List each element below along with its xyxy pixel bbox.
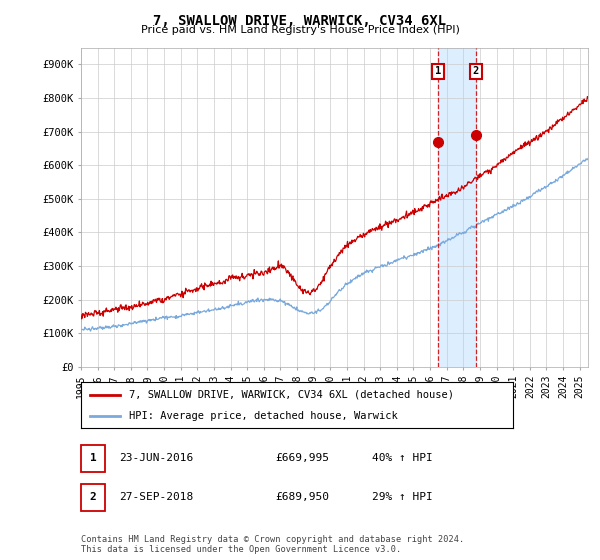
FancyBboxPatch shape [81,445,106,472]
Text: Contains HM Land Registry data © Crown copyright and database right 2024.
This d: Contains HM Land Registry data © Crown c… [81,535,464,554]
FancyBboxPatch shape [81,484,106,511]
Text: HPI: Average price, detached house, Warwick: HPI: Average price, detached house, Warw… [128,411,397,421]
Text: 23-JUN-2016: 23-JUN-2016 [119,453,193,463]
Text: £689,950: £689,950 [275,492,329,502]
Text: 40% ↑ HPI: 40% ↑ HPI [372,453,433,463]
Text: 7, SWALLOW DRIVE, WARWICK, CV34 6XL (detached house): 7, SWALLOW DRIVE, WARWICK, CV34 6XL (det… [128,390,454,400]
Bar [438,48,476,367]
Text: 29% ↑ HPI: 29% ↑ HPI [372,492,433,502]
Text: 1: 1 [435,66,441,76]
Text: Price paid vs. HM Land Registry's House Price Index (HPI): Price paid vs. HM Land Registry's House … [140,25,460,35]
Text: 7, SWALLOW DRIVE, WARWICK, CV34 6XL: 7, SWALLOW DRIVE, WARWICK, CV34 6XL [154,14,446,28]
Text: 27-SEP-2018: 27-SEP-2018 [119,492,193,502]
Text: 2: 2 [473,66,479,76]
Text: £669,995: £669,995 [275,453,329,463]
Text: 1: 1 [90,453,97,463]
Text: 2: 2 [90,492,97,502]
